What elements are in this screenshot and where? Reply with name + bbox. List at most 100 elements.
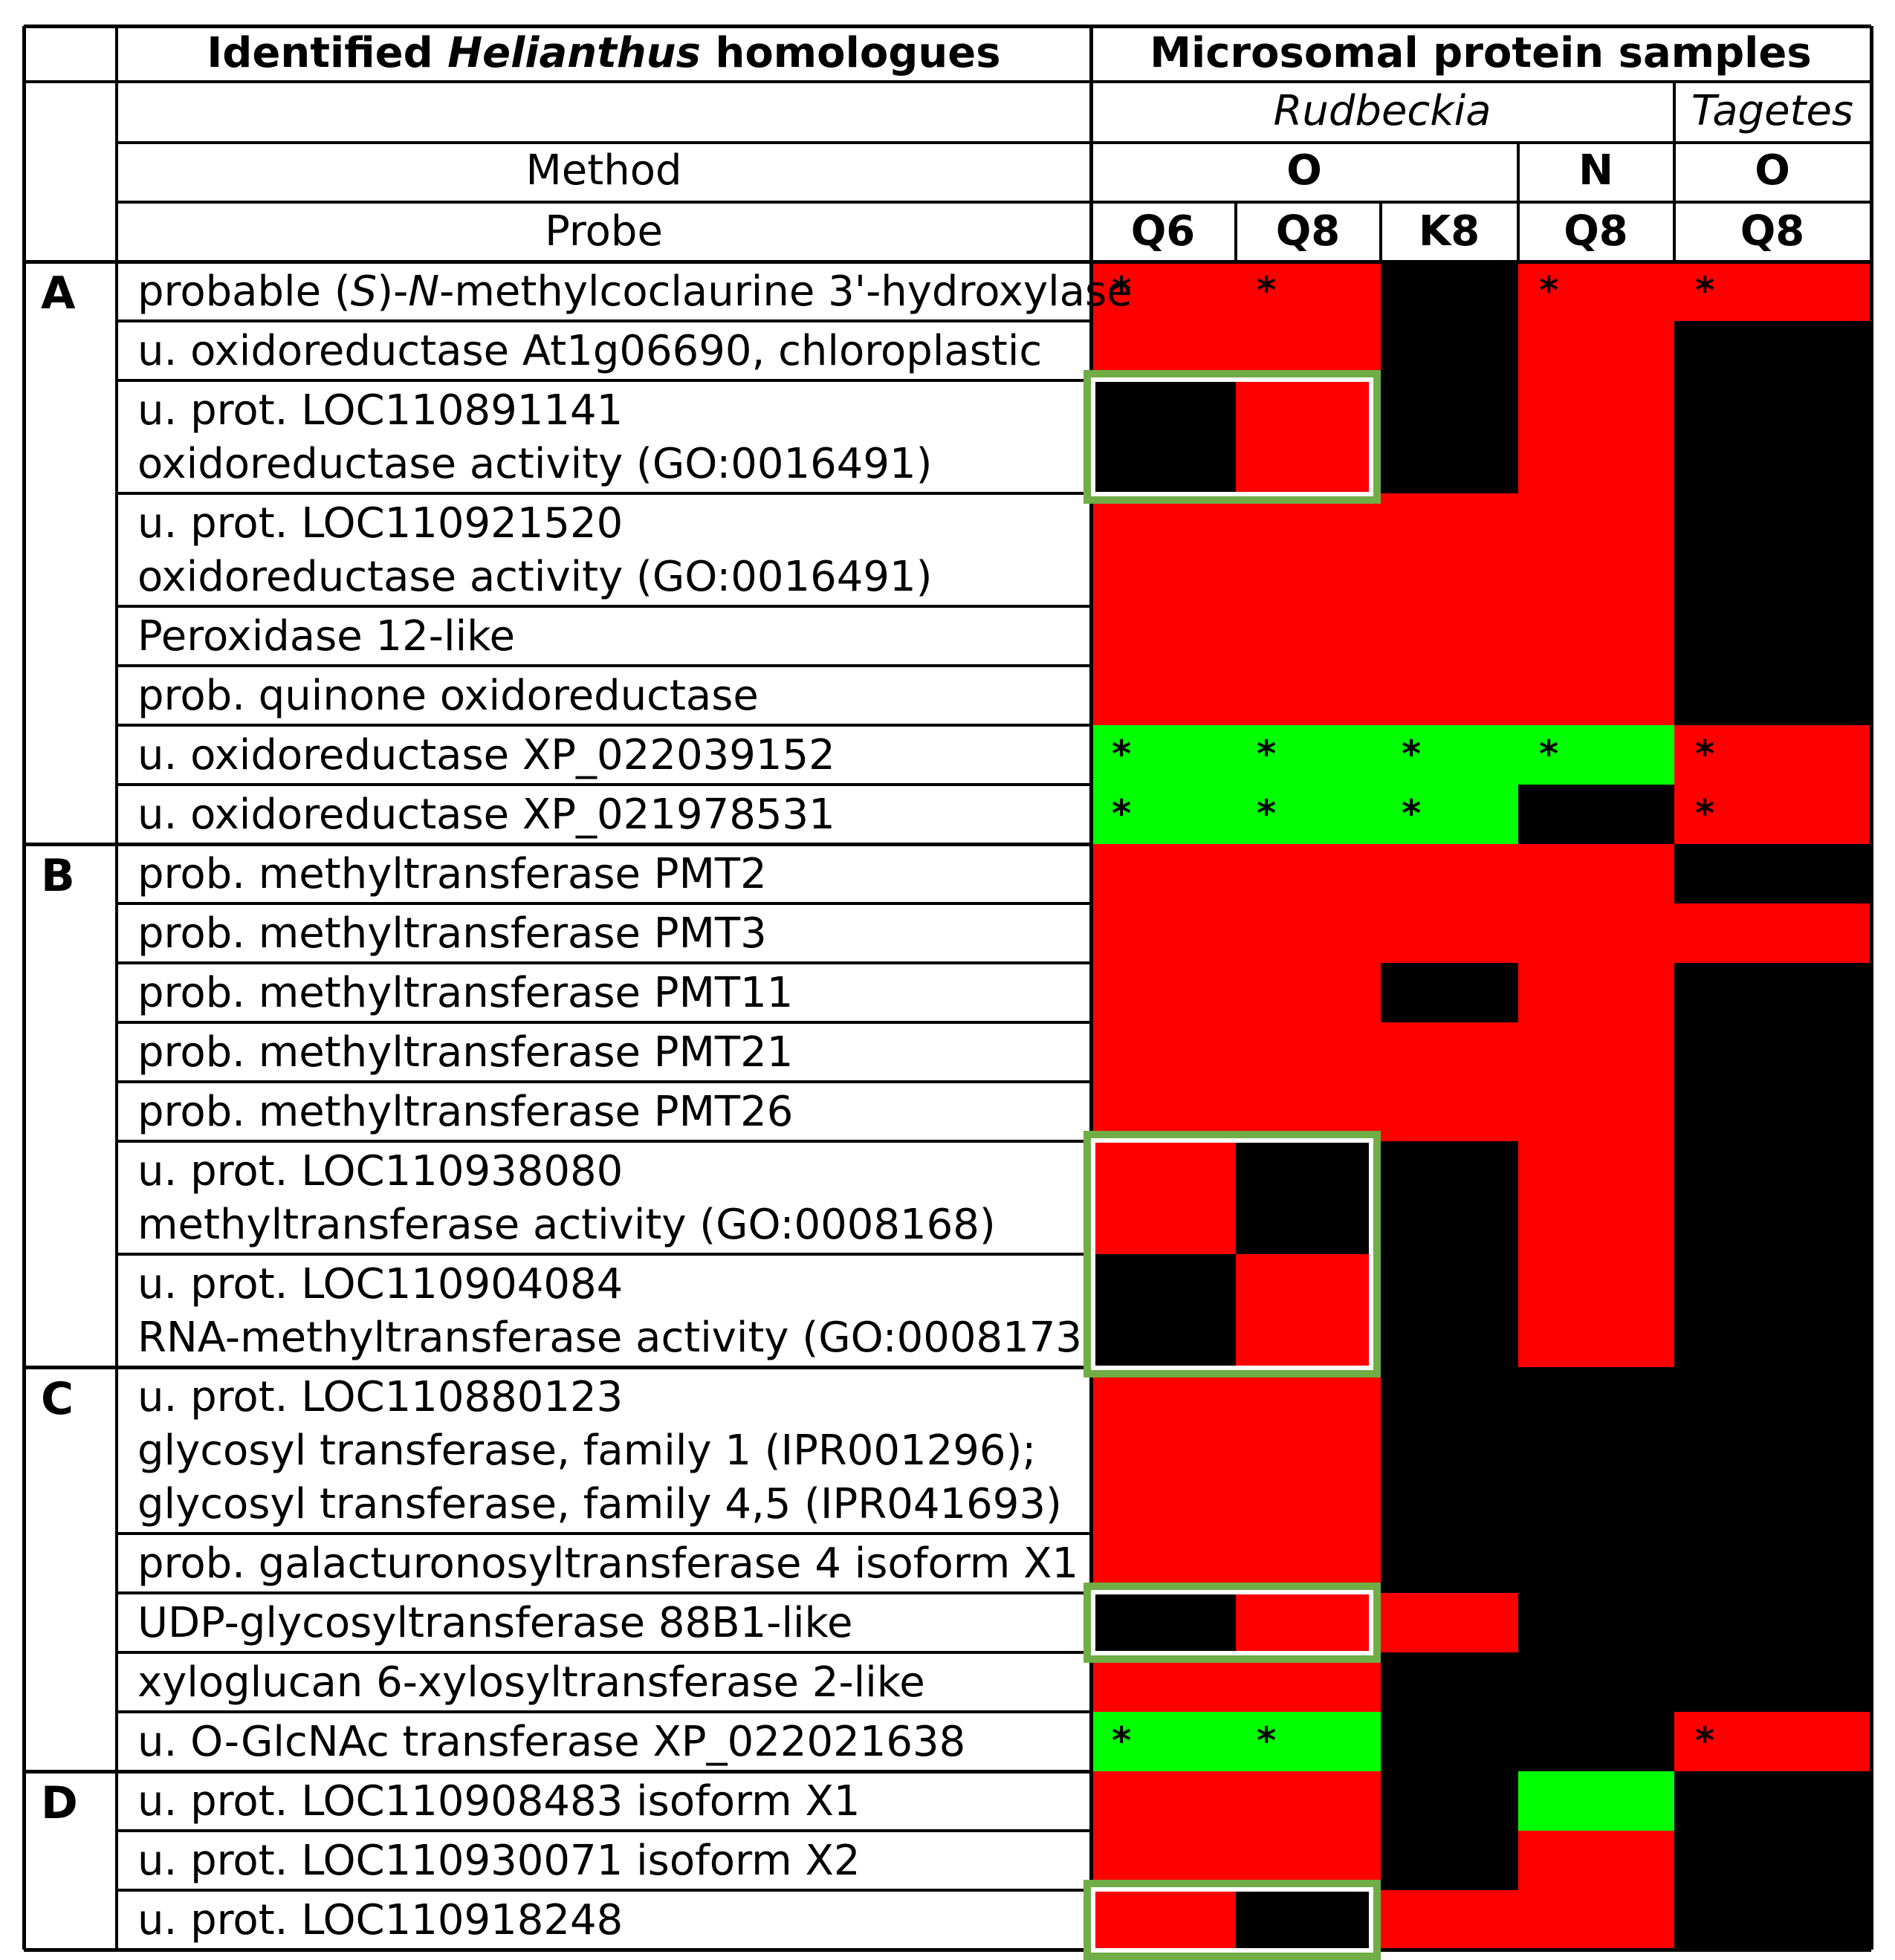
matrix-cell <box>1381 1831 1518 1890</box>
grid-line <box>117 379 1091 382</box>
grid-line <box>117 664 1091 667</box>
grid-line <box>117 201 1871 204</box>
row-label: prob. methyltransferase PMT26 <box>137 1088 794 1136</box>
matrix-cell <box>1518 1652 1674 1712</box>
matrix-cell <box>1674 1141 1871 1254</box>
matrix-cell <box>1236 785 1381 844</box>
matrix-cell <box>1518 1254 1674 1367</box>
row-label: u. oxidoreductase XP_022039152 <box>137 731 835 779</box>
matrix-cell <box>1381 1890 1518 1950</box>
row-label: prob. methyltransferase PMT21 <box>137 1028 794 1077</box>
row-label: u. oxidoreductase At1g06690, chloroplast… <box>137 327 1043 375</box>
grid-line <box>117 1140 1091 1143</box>
significance-star: * <box>1112 269 1132 312</box>
grid-line <box>24 259 1871 264</box>
grid-line <box>117 319 1091 322</box>
matrix-cell <box>1518 1593 1674 1652</box>
matrix-cell <box>1518 666 1674 725</box>
matrix-cell <box>1381 963 1518 1022</box>
highlight-box <box>1083 1880 1381 1960</box>
row-label: UDP-glycosyltransferase 88B1-like <box>137 1599 853 1647</box>
matrix-cell <box>1674 1712 1871 1771</box>
significance-star: * <box>1112 1719 1132 1762</box>
matrix-cell <box>1518 844 1674 903</box>
matrix-cell <box>1674 380 1871 493</box>
matrix-cell <box>1236 1141 1381 1254</box>
matrix-cell <box>1091 1022 1236 1082</box>
matrix-cell <box>1381 1082 1518 1141</box>
samples-header: Microsomal protein samples <box>1150 29 1812 77</box>
matrix-cell <box>1381 903 1518 963</box>
highlight-box <box>1083 370 1381 504</box>
matrix-cell <box>1381 1712 1518 1771</box>
matrix-cell <box>1674 1082 1871 1141</box>
grid-line <box>1234 202 1237 262</box>
significance-star: * <box>1112 733 1132 776</box>
grid-line <box>1089 26 1093 1950</box>
significance-star: * <box>1695 733 1715 776</box>
matrix-cell <box>1518 493 1674 606</box>
row-label: xyloglucan 6-xylosyltransferase 2-like <box>137 1658 925 1707</box>
significance-star: * <box>1695 1719 1715 1762</box>
matrix-cell <box>1381 1534 1518 1593</box>
matrix-cell <box>1091 1593 1236 1652</box>
matrix-cell <box>1091 1771 1236 1831</box>
species-rudbeckia: Rudbeckia <box>1273 87 1491 135</box>
grid-line <box>24 842 1091 846</box>
probe-q8-n: Q8 <box>1564 207 1628 256</box>
matrix-cell <box>1518 262 1674 321</box>
method-o-rudbeckia: O <box>1286 146 1322 195</box>
row-label: Peroxidase 12-like <box>137 612 516 661</box>
grid-line <box>117 492 1091 495</box>
matrix-cell <box>1091 380 1236 493</box>
row-label: u. prot. LOC110918248 <box>137 1896 623 1944</box>
row-label: oxidoreductase activity (GO:0016491) <box>137 553 933 601</box>
matrix-cell <box>1381 262 1518 321</box>
matrix-cell <box>1674 1890 1871 1950</box>
matrix-cell <box>1236 844 1381 903</box>
grid-line <box>24 24 1871 28</box>
highlight-box <box>1083 1131 1381 1377</box>
matrix-cell <box>1381 1593 1518 1652</box>
row-label: probable (S)-N-methylcoclaurine 3'-hydro… <box>137 267 1133 316</box>
matrix-cell <box>1518 321 1674 380</box>
row-label: oxidoreductase activity (GO:0016491) <box>137 440 933 488</box>
matrix-cell <box>1518 725 1674 785</box>
grid-line <box>117 1021 1091 1024</box>
matrix-cell <box>1091 606 1236 666</box>
row-label: glycosyl transferase, family 4,5 (IPR041… <box>137 1480 1062 1528</box>
matrix-cell <box>1236 606 1381 666</box>
matrix-cell <box>1236 380 1381 493</box>
matrix-cell <box>1091 666 1236 725</box>
matrix-cell <box>1091 903 1236 963</box>
matrix-cell <box>1674 1254 1871 1367</box>
row-label: u. oxidoreductase XP_021978531 <box>137 791 835 839</box>
row-label: prob. quinone oxidoreductase <box>137 672 759 720</box>
grid-line <box>1673 82 1676 262</box>
group-label: B <box>41 850 75 902</box>
grid-line <box>117 1532 1091 1535</box>
significance-star: * <box>1539 733 1559 776</box>
matrix-cell <box>1091 785 1236 844</box>
matrix-cell <box>1381 606 1518 666</box>
matrix-cell <box>1674 1593 1871 1652</box>
highlight-box <box>1083 1583 1381 1663</box>
matrix-cell <box>1674 493 1871 606</box>
group-label: C <box>41 1373 74 1425</box>
grid-line <box>117 1253 1091 1256</box>
significance-star: * <box>1257 792 1277 835</box>
matrix-cell <box>1518 1141 1674 1254</box>
matrix-cell <box>1236 493 1381 606</box>
probe-label: Probe <box>545 207 663 256</box>
grid-line <box>117 961 1091 964</box>
matrix-cell <box>1381 725 1518 785</box>
row-label: u. prot. LOC110891141 <box>137 386 623 435</box>
matrix-cell <box>1674 1534 1871 1593</box>
row-label: u. prot. LOC110930071 isoform X2 <box>137 1837 861 1885</box>
significance-star: * <box>1695 269 1715 312</box>
row-label: prob. methyltransferase PMT11 <box>137 969 794 1017</box>
row-label: u. prot. LOC110908483 isoform X1 <box>137 1777 861 1826</box>
row-label: RNA-methyltransferase activity (GO:00081… <box>137 1314 1098 1362</box>
grid-line <box>115 26 118 1950</box>
matrix-cell <box>1674 1367 1871 1534</box>
